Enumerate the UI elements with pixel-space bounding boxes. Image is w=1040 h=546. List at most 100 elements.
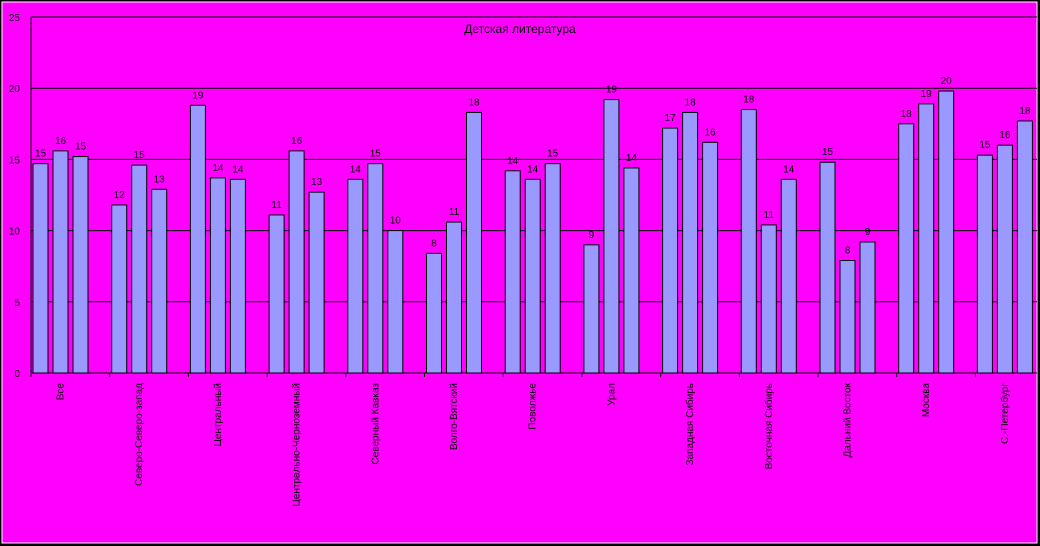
bar [387,230,404,374]
data-label: 17 [665,113,677,124]
bar [996,144,1013,374]
bar [229,178,246,374]
bar [151,188,168,374]
data-label: 11 [271,200,282,211]
data-label: 18 [468,97,480,108]
bar [918,103,935,374]
data-label: 14 [626,153,638,164]
bar [976,154,993,374]
bar [682,111,699,374]
y-tick-label: 5 [14,298,20,309]
data-label: 15 [75,142,87,153]
data-label: 16 [55,136,67,147]
data-label: 16 [291,136,303,147]
y-tick-label: 20 [9,84,21,95]
data-label: 18 [901,109,913,120]
y-tick-label: 10 [9,227,21,238]
data-label: 8 [431,238,437,249]
bar [702,141,719,374]
x-tick-label: Северо-Северо-запад [134,383,145,486]
bar [1016,120,1033,374]
data-label: 14 [212,163,224,174]
bar [268,214,285,374]
data-labels: 15 12 19 11 14 8 14 9 17 18 15 18 15 16 15 14 16 15 11 14 19… [35,76,1031,256]
x-tick-label: С.-Петербург [999,383,1011,444]
bar [623,167,640,374]
y-tick-label: 0 [14,369,20,380]
data-label: 11 [449,207,460,218]
bar [898,123,915,374]
data-label: 14 [350,164,362,175]
data-label: 11 [764,210,775,221]
data-label: 14 [232,164,244,175]
bar [740,109,757,374]
data-label: 9 [865,227,871,238]
bar [308,191,325,374]
x-tick-label: Волго-Вятский [449,383,460,450]
x-tick-label: Поволжье [528,383,539,430]
data-label: 15 [822,147,834,158]
bar [189,104,206,374]
chart-title: Детская литература [464,22,576,36]
data-label: 19 [606,85,618,96]
bar [859,241,876,374]
bar [583,244,600,374]
data-label: 14 [783,164,795,175]
bar [504,170,521,374]
data-label: 15 [370,149,382,160]
bar [426,252,442,374]
bar [839,260,856,374]
bar [524,178,541,374]
data-label: 13 [311,177,323,188]
y-tick-label: 25 [9,13,21,24]
bar [466,111,482,374]
data-label: 18 [1019,106,1031,117]
bar [209,177,226,374]
data-label: 15 [35,149,47,160]
data-label: 15 [547,149,559,160]
x-tick-label: Центрально-Черноземный [292,383,303,507]
data-label: 13 [154,174,166,185]
bar [131,164,148,374]
data-label: 16 [705,127,717,138]
x-axis: Все Северо-Северо-запад Центральный Централ… [30,372,1037,507]
data-label: 14 [527,164,539,175]
bar [819,161,836,374]
bar [347,178,364,374]
data-label: 12 [114,190,126,201]
x-tick-label: Дальний Восток [843,382,854,457]
bar [446,221,462,374]
data-label: 14 [507,156,519,167]
bars [32,90,1033,374]
data-label: 20 [941,76,953,87]
x-tick-label: Северный Кавказ [370,383,381,465]
bar [760,224,777,374]
data-label: 9 [589,230,595,241]
bar [603,99,620,374]
data-label: 10 [390,216,402,227]
x-tick-label: Урал [606,383,617,406]
bar [938,90,955,374]
y-axis: 0 5 10 15 20 25 [9,13,32,380]
bar [367,163,384,374]
bar [111,204,128,374]
bar [72,156,89,374]
data-label: 15 [979,140,991,151]
x-tick-label: Центральный [213,383,224,447]
x-tick-label: Западная Сибирь [684,383,696,466]
x-tick-label: Восточная Сибирь [763,383,775,469]
data-label: 16 [999,130,1011,141]
y-tick-label: 15 [9,155,21,166]
bar [32,163,49,374]
x-tick-label: Все [56,383,67,401]
bar [780,178,797,374]
data-label: 18 [743,95,755,106]
bar [288,150,305,374]
x-tick-label: Москва [921,383,932,418]
bar [544,163,561,374]
bar [662,127,679,374]
bar [52,150,69,374]
data-label: 19 [921,89,933,100]
